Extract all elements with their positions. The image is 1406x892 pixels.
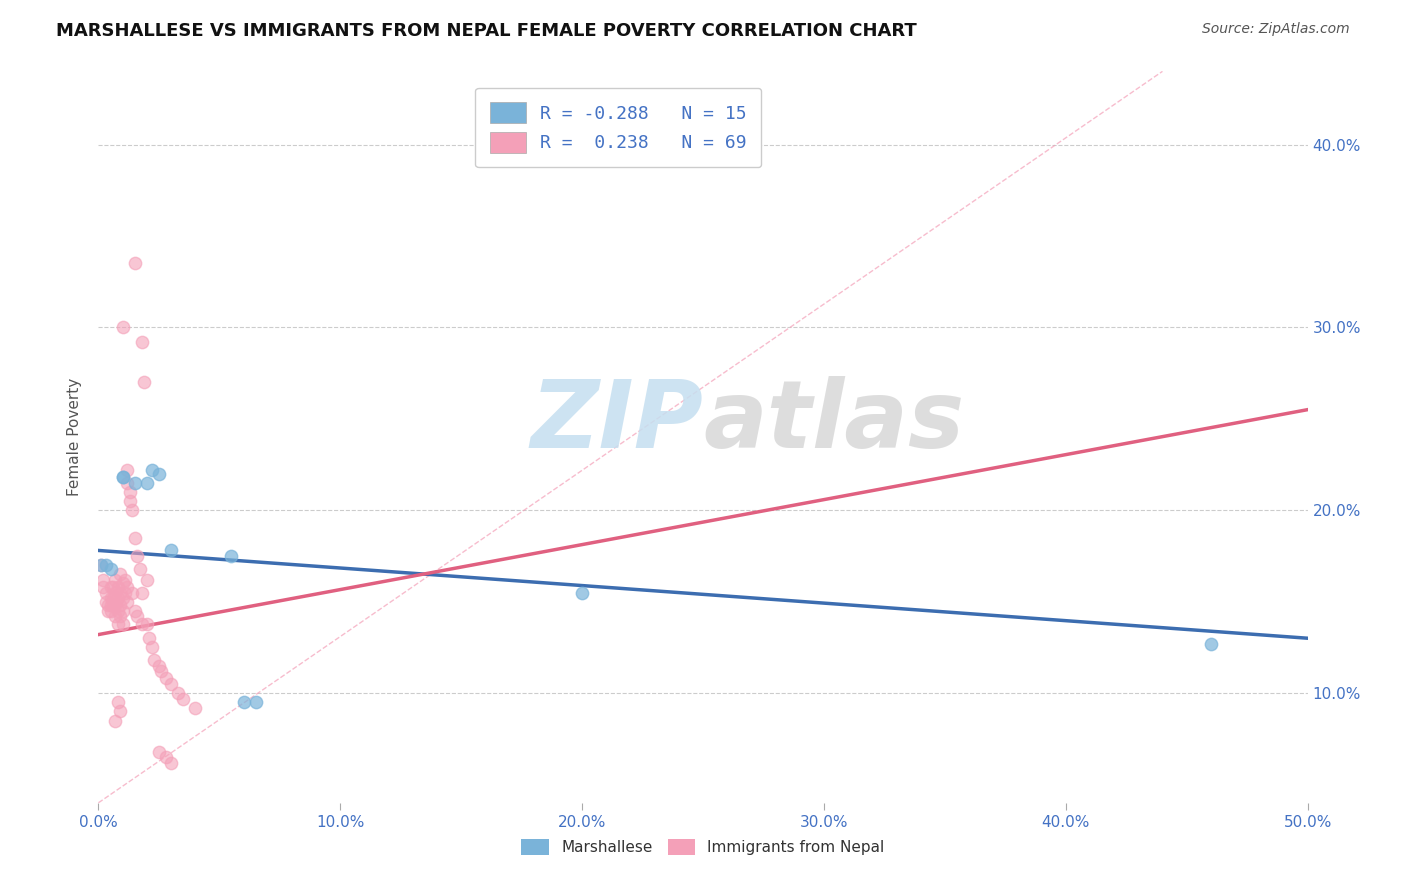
- Point: [128, 562, 150, 576]
- Point: [117, 580, 139, 594]
- Point: [160, 677, 183, 691]
- Point: [148, 467, 170, 481]
- Point: [127, 609, 149, 624]
- Point: [127, 549, 149, 563]
- Point: [117, 594, 139, 608]
- Point: [167, 686, 190, 700]
- Point: [245, 695, 267, 709]
- Point: [107, 591, 129, 605]
- Point: [107, 695, 129, 709]
- Point: [107, 616, 129, 631]
- Point: [141, 640, 163, 655]
- Point: [221, 549, 243, 563]
- Point: [107, 604, 129, 618]
- Point: [101, 599, 124, 613]
- Legend: Marshallese, Immigrants from Nepal: Marshallese, Immigrants from Nepal: [515, 833, 891, 861]
- Point: [108, 585, 131, 599]
- Point: [155, 750, 177, 764]
- Y-axis label: Female Poverty: Female Poverty: [67, 378, 83, 496]
- Point: [101, 580, 124, 594]
- Text: Source: ZipAtlas.com: Source: ZipAtlas.com: [1202, 22, 1350, 37]
- Point: [131, 334, 153, 349]
- Point: [124, 531, 146, 545]
- Point: [94, 594, 117, 608]
- Point: [108, 609, 131, 624]
- Point: [108, 705, 131, 719]
- Point: [150, 664, 173, 678]
- Point: [100, 591, 122, 605]
- Point: [121, 585, 143, 599]
- Point: [571, 585, 593, 599]
- Text: MARSHALLESE VS IMMIGRANTS FROM NEPAL FEMALE POVERTY CORRELATION CHART: MARSHALLESE VS IMMIGRANTS FROM NEPAL FEM…: [56, 22, 917, 40]
- Point: [135, 573, 157, 587]
- Point: [114, 573, 136, 587]
- Point: [111, 604, 134, 618]
- Point: [121, 503, 143, 517]
- Point: [111, 591, 134, 605]
- Point: [124, 475, 146, 490]
- Point: [118, 494, 141, 508]
- Point: [148, 658, 170, 673]
- Point: [94, 558, 117, 573]
- Point: [108, 599, 131, 613]
- Point: [111, 576, 134, 591]
- Point: [138, 632, 160, 646]
- Point: [94, 585, 117, 599]
- Point: [148, 745, 170, 759]
- Point: [134, 375, 156, 389]
- Point: [104, 573, 127, 587]
- Point: [143, 653, 166, 667]
- Point: [90, 558, 112, 573]
- Point: [124, 256, 146, 270]
- Point: [1199, 637, 1222, 651]
- Text: atlas: atlas: [703, 376, 965, 468]
- Point: [117, 463, 139, 477]
- Point: [100, 599, 122, 613]
- Point: [155, 672, 177, 686]
- Point: [104, 714, 127, 728]
- Point: [91, 573, 114, 587]
- Point: [104, 585, 127, 599]
- Point: [91, 580, 114, 594]
- Point: [172, 691, 194, 706]
- Point: [107, 580, 129, 594]
- Point: [111, 470, 134, 484]
- Point: [100, 580, 122, 594]
- Point: [101, 591, 124, 605]
- Point: [160, 756, 183, 770]
- Point: [135, 475, 157, 490]
- Point: [124, 604, 146, 618]
- Point: [131, 616, 153, 631]
- Point: [90, 558, 112, 573]
- Point: [104, 599, 127, 613]
- Point: [111, 470, 134, 484]
- Point: [184, 700, 207, 714]
- Point: [232, 695, 254, 709]
- Point: [100, 562, 122, 576]
- Point: [160, 543, 183, 558]
- Point: [111, 320, 134, 334]
- Point: [97, 599, 120, 613]
- Point: [104, 609, 127, 624]
- Point: [100, 604, 122, 618]
- Point: [108, 567, 131, 582]
- Point: [135, 616, 157, 631]
- Point: [111, 616, 134, 631]
- Point: [114, 585, 136, 599]
- Point: [131, 585, 153, 599]
- Point: [117, 475, 139, 490]
- Text: ZIP: ZIP: [530, 376, 703, 468]
- Point: [97, 604, 120, 618]
- Point: [141, 463, 163, 477]
- Point: [118, 485, 141, 500]
